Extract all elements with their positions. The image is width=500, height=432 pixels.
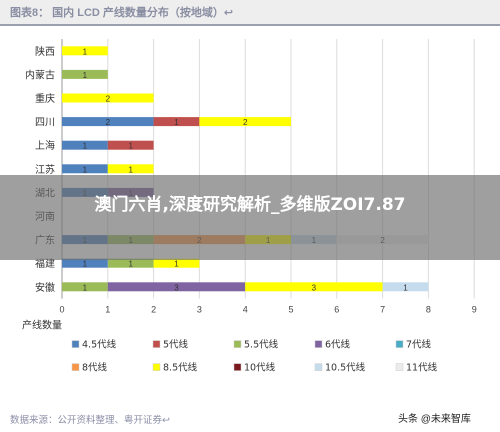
legend-swatch — [71, 340, 80, 348]
data-label: 2 — [106, 95, 111, 104]
legend-label: 4.5代线 — [82, 339, 117, 351]
legend-label: 7代线 — [406, 339, 432, 351]
bar-segment — [153, 117, 200, 127]
legend-label: 6代线 — [325, 339, 351, 351]
legend-label: 10代线 — [244, 362, 276, 374]
data-label: 1 — [83, 260, 88, 269]
legend-label: 8代线 — [82, 362, 108, 374]
legend-swatch — [314, 340, 323, 348]
figure-header: 图表8： 国内 LCD 产线数量分布（按地域）↩ — [0, 0, 500, 26]
bar-segment — [107, 282, 246, 292]
bar-segment — [199, 117, 291, 127]
data-label: 1 — [403, 283, 408, 292]
bar-segment — [62, 117, 154, 127]
bar-segment — [62, 69, 108, 79]
x-tick-label: 2 — [151, 305, 156, 315]
x-tick-label: 9 — [472, 305, 477, 315]
legend-swatch — [395, 363, 404, 371]
category-label: 江苏 — [35, 163, 55, 176]
bar-segment — [62, 93, 154, 103]
category-label: 内蒙古 — [25, 68, 55, 81]
legend-label: 5代线 — [163, 339, 189, 351]
figure-title: 图表8： 国内 LCD 产线数量分布（按地域）↩ — [10, 7, 234, 19]
data-label: 1 — [174, 260, 179, 269]
data-label: 1 — [83, 283, 88, 292]
watermark: 头条 @未来智库 — [398, 414, 471, 425]
source-note: 数据来源：公开资料整理、粤开证券↩ — [10, 415, 170, 426]
bar-segment — [107, 140, 154, 150]
x-tick-label: 4 — [243, 305, 248, 315]
bar-segment — [107, 258, 154, 268]
x-tick-label: 5 — [288, 305, 293, 315]
legend-swatch — [233, 363, 242, 371]
legend-swatch — [314, 363, 323, 371]
bar-segment — [62, 258, 108, 268]
category-label: 陕西 — [35, 45, 55, 58]
legend-label: 5.5代线 — [244, 339, 279, 351]
x-tick-label: 7 — [380, 305, 385, 315]
overlay-banner-text: 澳门六肖,深度研究解析_多维版ZOI7.87 — [94, 195, 406, 215]
category-label: 上海 — [35, 139, 55, 152]
bar-segment — [62, 140, 108, 150]
x-tick-label: 6 — [334, 305, 339, 315]
legend-label: 10.5代线 — [325, 362, 366, 374]
data-label: 2 — [243, 118, 248, 127]
bar-segment — [107, 164, 154, 174]
legend-swatch — [71, 363, 80, 371]
bar-segment — [62, 282, 108, 292]
data-label: 1 — [83, 142, 88, 151]
legend-swatch — [395, 340, 404, 348]
x-tick-label: 0 — [59, 305, 64, 315]
bar-segment — [62, 164, 108, 174]
x-axis-title: 产线数量 — [22, 319, 62, 332]
data-label: 3 — [312, 283, 317, 292]
data-label: 1 — [83, 165, 88, 174]
legend-label: 11代线 — [406, 362, 438, 374]
category-label: 重庆 — [35, 92, 55, 105]
data-label: 1 — [174, 118, 179, 127]
x-tick-label: 3 — [197, 305, 202, 315]
data-label: 2 — [106, 118, 111, 127]
category-label: 四川 — [35, 118, 55, 129]
bar-segment — [153, 258, 200, 268]
category-label: 福建 — [35, 257, 55, 270]
data-label: 1 — [128, 165, 133, 174]
legend-swatch — [233, 340, 242, 348]
data-label: 3 — [174, 283, 179, 292]
bar-segment — [62, 46, 108, 56]
legend-swatch — [152, 340, 161, 348]
x-tick-label: 8 — [426, 305, 431, 315]
data-label: 1 — [128, 142, 133, 151]
data-label: 1 — [83, 47, 88, 56]
overlay-banner: 澳门六肖,深度研究解析_多维版ZOI7.87 — [0, 175, 500, 260]
bar-segment — [245, 282, 383, 292]
bar-segment — [382, 282, 429, 292]
data-label: 1 — [128, 260, 133, 269]
legend-swatch — [152, 363, 161, 371]
category-label: 安徽 — [35, 281, 55, 294]
data-label: 1 — [83, 71, 88, 80]
x-tick-label: 1 — [105, 305, 110, 315]
legend-label: 8.5代线 — [163, 362, 198, 374]
